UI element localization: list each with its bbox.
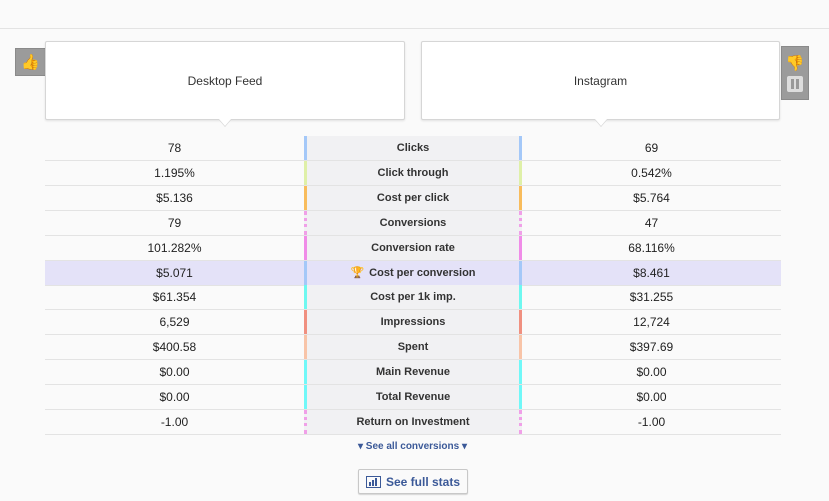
metric-name: Conversions bbox=[379, 216, 447, 229]
metric-label: Main Revenue bbox=[304, 360, 522, 385]
metric-name: Main Revenue bbox=[376, 366, 450, 379]
table-row: 79 Conversions 47 bbox=[45, 210, 781, 236]
table-row: 101.282% Conversion rate 68.116% bbox=[45, 235, 781, 261]
see-all-label: See all conversions bbox=[365, 441, 460, 452]
see-full-stats-label: See full stats bbox=[385, 474, 461, 489]
ad-name-left: Desktop Feed bbox=[187, 73, 263, 88]
metric-name: Conversion rate bbox=[371, 241, 455, 254]
right-value: $8.461 bbox=[633, 265, 670, 280]
metric-name: Clicks bbox=[396, 142, 430, 154]
see-all-conversions-link[interactable]: ▾ See all conversions ▾ bbox=[357, 441, 467, 452]
right-value: $31.255 bbox=[629, 290, 674, 305]
metric-name: Click through bbox=[377, 166, 449, 179]
table-row: 6,529 Impressions 12,724 bbox=[45, 310, 781, 336]
metric-name: Impressions bbox=[380, 316, 446, 329]
metric-name: Cost per 1k imp. bbox=[370, 291, 456, 304]
left-value: 6,529 bbox=[159, 315, 190, 330]
metric-label: Conversion rate bbox=[304, 235, 522, 260]
see-full-stats-button[interactable]: See full stats bbox=[358, 469, 468, 494]
right-value: $0.00 bbox=[636, 390, 667, 404]
metric-name: Total Revenue bbox=[375, 391, 451, 403]
left-value: $61.354 bbox=[152, 290, 197, 305]
table-row: $61.354 Cost per 1k imp. $31.255 bbox=[45, 285, 781, 311]
bar-chart-icon bbox=[365, 475, 381, 488]
left-value: 79 bbox=[167, 215, 182, 230]
right-value: 47 bbox=[644, 215, 659, 230]
right-ad-controls: 👎 bbox=[781, 46, 809, 100]
table-row: $0.00 Total Revenue $0.00 bbox=[45, 385, 781, 410]
metric-name: Cost per click bbox=[376, 191, 450, 204]
right-value: $5.764 bbox=[633, 190, 670, 205]
left-value: $400.58 bbox=[152, 340, 197, 355]
trophy-icon: 🏆 bbox=[350, 267, 365, 279]
metric-name: Cost per conversion bbox=[369, 266, 476, 279]
left-value: $5.071 bbox=[156, 265, 193, 280]
right-value: $397.69 bbox=[629, 340, 674, 355]
ad-card-right[interactable]: Instagram bbox=[421, 41, 780, 120]
table-row: $5.071 🏆 Cost per conversion $8.461 bbox=[45, 260, 781, 286]
metric-label: Impressions bbox=[304, 310, 522, 335]
table-row: $400.58 Spent $397.69 bbox=[45, 335, 781, 361]
ad-card-left[interactable]: Desktop Feed bbox=[45, 41, 405, 120]
pause-icon[interactable] bbox=[787, 76, 803, 92]
metric-name: Spent bbox=[397, 341, 429, 354]
right-value: 12,724 bbox=[633, 315, 670, 330]
ad-name-right: Instagram bbox=[573, 73, 628, 88]
top-divider bbox=[0, 28, 829, 29]
metric-name: Return on Investment bbox=[356, 415, 470, 428]
metric-label: Spent bbox=[304, 335, 522, 360]
table-row: 78 Clicks 69 bbox=[45, 136, 781, 161]
metric-label: Cost per 1k imp. bbox=[304, 285, 522, 310]
metric-label: Total Revenue bbox=[304, 385, 522, 409]
left-value: 101.282% bbox=[147, 240, 202, 255]
metric-label: Return on Investment bbox=[304, 409, 522, 434]
metric-label: 🏆 Cost per conversion bbox=[304, 260, 522, 285]
left-value: -1.00 bbox=[160, 414, 189, 429]
left-value: $0.00 bbox=[159, 365, 190, 380]
left-value: $0.00 bbox=[159, 390, 190, 404]
right-value: 69 bbox=[644, 141, 659, 155]
table-row: $5.136 Cost per click $5.764 bbox=[45, 185, 781, 211]
metric-label: Conversions bbox=[304, 210, 522, 235]
left-value: 1.195% bbox=[154, 165, 195, 180]
table-row: -1.00 Return on Investment -1.00 bbox=[45, 409, 781, 435]
right-value: $0.00 bbox=[636, 365, 667, 380]
left-value: $5.136 bbox=[156, 190, 193, 205]
thumbs-down-icon[interactable]: 👎 bbox=[785, 55, 805, 72]
right-value: 0.542% bbox=[631, 165, 672, 180]
thumbs-up-icon[interactable]: 👍 bbox=[15, 48, 46, 76]
right-value: -1.00 bbox=[637, 414, 666, 429]
metric-label: Click through bbox=[304, 160, 522, 185]
right-value: 68.116% bbox=[628, 240, 675, 255]
metric-label: Clicks bbox=[304, 136, 522, 160]
left-value: 78 bbox=[167, 141, 182, 155]
metric-label: Cost per click bbox=[304, 185, 522, 210]
table-row: 1.195% Click through 0.542% bbox=[45, 160, 781, 186]
table-row: $0.00 Main Revenue $0.00 bbox=[45, 360, 781, 386]
